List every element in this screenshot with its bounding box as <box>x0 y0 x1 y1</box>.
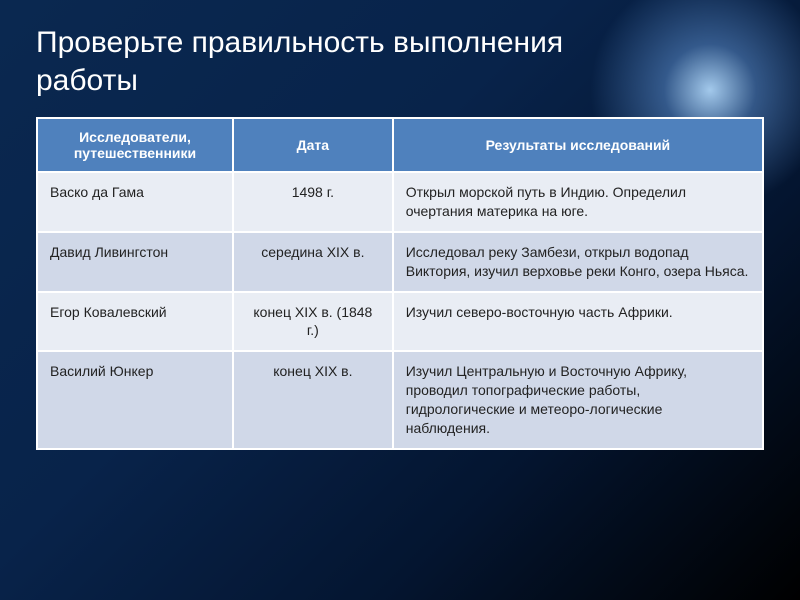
table-header-row: Исследователи, путешественники Дата Резу… <box>37 118 763 172</box>
col-header-name: Исследователи, путешественники <box>37 118 233 172</box>
col-header-date: Дата <box>233 118 393 172</box>
cell-name: Давид Ливингстон <box>37 232 233 292</box>
slide-title: Проверьте правильность выполнения работы <box>36 24 656 99</box>
cell-result: Исследовал реку Замбези, открыл водопад … <box>393 232 763 292</box>
cell-name: Василий Юнкер <box>37 351 233 449</box>
cell-result: Изучил Центральную и Восточную Африку, п… <box>393 351 763 449</box>
cell-date: 1498 г. <box>233 172 393 232</box>
table-row: Васко да Гама 1498 г. Открыл морской пут… <box>37 172 763 232</box>
col-header-result: Результаты исследований <box>393 118 763 172</box>
cell-date: середина XIX в. <box>233 232 393 292</box>
explorers-table: Исследователи, путешественники Дата Резу… <box>36 117 764 450</box>
table-row: Василий Юнкер конец XIX в. Изучил Центра… <box>37 351 763 449</box>
cell-date: конец XIX в. (1848 г.) <box>233 292 393 352</box>
cell-date: конец XIX в. <box>233 351 393 449</box>
slide: Проверьте правильность выполнения работы… <box>0 0 800 600</box>
cell-name: Егор Ковалевский <box>37 292 233 352</box>
cell-result: Изучил северо-восточную часть Африки. <box>393 292 763 352</box>
cell-name: Васко да Гама <box>37 172 233 232</box>
table-row: Егор Ковалевский конец XIX в. (1848 г.) … <box>37 292 763 352</box>
table-row: Давид Ливингстон середина XIX в. Исследо… <box>37 232 763 292</box>
cell-result: Открыл морской путь в Индию. Определил о… <box>393 172 763 232</box>
